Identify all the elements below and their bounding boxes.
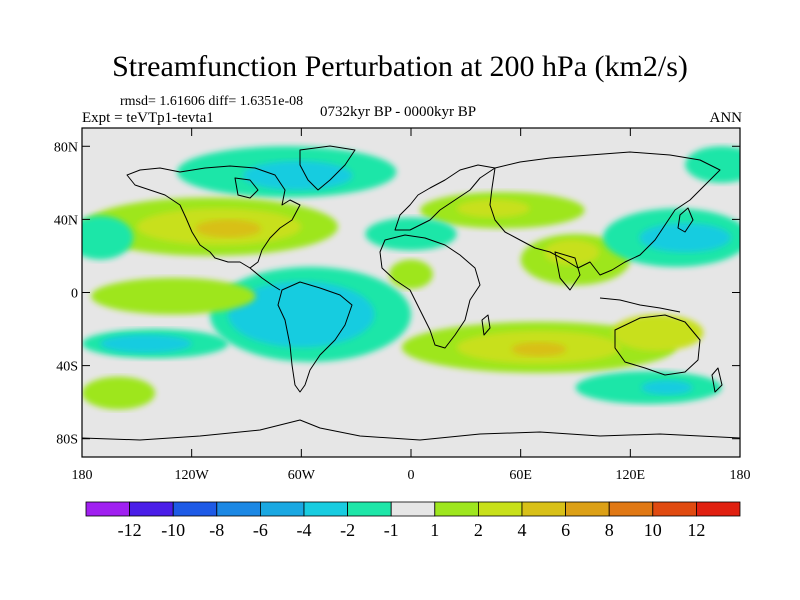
colorbar-box xyxy=(608,501,654,517)
colorbar-box xyxy=(259,501,305,517)
coastlines xyxy=(82,145,740,441)
contour-south-pacific-negative-core xyxy=(100,334,192,353)
contour-north-america-positive-core xyxy=(195,219,262,238)
lat-tick-label: 80S xyxy=(56,433,78,448)
colorbar-box xyxy=(521,501,566,517)
colorbar-box xyxy=(390,501,436,517)
lon-tick-label: 0 xyxy=(408,468,415,483)
colorbar-box xyxy=(652,501,697,517)
colorbar-label: 10 xyxy=(644,520,662,540)
colorbar-label: -4 xyxy=(297,520,312,540)
colorbar-label: -6 xyxy=(253,520,268,540)
chart-title: Streamfunction Perturbation at 200 hPa (… xyxy=(112,50,688,83)
season-label: ANN xyxy=(709,110,743,126)
colorbar-box xyxy=(303,501,348,517)
coastline-new-zealand xyxy=(711,367,723,393)
axis-ticks: 80N 40N 0 40S 80S 180 120W 60W 0 60E 120E 180 xyxy=(54,128,751,483)
colorbar-label: -12 xyxy=(118,520,142,540)
colorbar-box xyxy=(696,501,741,517)
contour-eurasia-positive-core xyxy=(456,199,530,218)
period-label: 0732kyr BP - 0000kyr BP xyxy=(320,104,477,120)
colorbar-label: 6 xyxy=(561,520,570,540)
coastline-japan xyxy=(677,207,694,233)
lon-tick-label: 60W xyxy=(288,468,316,483)
contour-southeast-pacific-positive xyxy=(82,376,156,410)
coastline-central-america xyxy=(249,267,281,291)
lon-tick-label: 60E xyxy=(509,468,532,483)
lon-tick-label: 180 xyxy=(730,468,751,483)
contour-north-pacific-negative xyxy=(82,215,134,260)
coastline-madagascar xyxy=(481,314,491,336)
colorbar-label: -8 xyxy=(209,520,224,540)
contour-south-indian-negative-core xyxy=(641,380,693,395)
lon-tick-label: 120W xyxy=(175,468,210,483)
coastline-india xyxy=(554,251,581,291)
colorbar-label: 2 xyxy=(474,520,483,540)
colorbar-box xyxy=(85,501,130,517)
colorbar-box xyxy=(434,501,479,517)
contour-west-africa-positive xyxy=(389,259,433,289)
coastline-greenland xyxy=(299,145,356,191)
contour-regions xyxy=(82,146,740,410)
colorbar-label: 12 xyxy=(687,520,705,540)
coastline-indonesia xyxy=(599,297,681,313)
lon-tick-label: 120E xyxy=(616,468,646,483)
colorbar-label: 4 xyxy=(518,520,527,540)
colorbar: -12 -10 -8 -6 -4 -2 -1 1 2 4 6 8 10 12 xyxy=(85,501,741,540)
coastline-south-america xyxy=(277,281,353,393)
colorbar-box xyxy=(477,501,523,517)
experiment-label: Expt = teVTp1-tevta1 xyxy=(82,110,214,126)
colorbar-label: -1 xyxy=(384,520,399,540)
lat-tick-label: 40S xyxy=(56,360,78,375)
lon-tick-label: 180 xyxy=(72,468,93,483)
lat-tick-label: 40N xyxy=(54,213,78,228)
contour-east-pacific-positive xyxy=(91,277,256,315)
colorbar-box xyxy=(565,501,610,517)
contour-southern-ocean-positive-core xyxy=(511,341,567,357)
contour-australia-positive xyxy=(612,314,704,351)
coastline-north-america xyxy=(126,165,301,269)
lat-tick-label: 80N xyxy=(54,140,78,155)
colorbar-label: -2 xyxy=(340,520,355,540)
contour-north-atlantic-negative xyxy=(365,217,457,251)
coastline-antarctica xyxy=(82,419,740,441)
coastline-africa xyxy=(379,234,481,349)
colorbar-label: -10 xyxy=(161,520,185,540)
colorbar-label: 8 xyxy=(605,520,614,540)
lat-tick-label: 0 xyxy=(71,287,78,302)
coastline-asia xyxy=(489,151,721,276)
stats-text: rmsd= 1.61606 diff= 1.6351e-08 xyxy=(120,94,304,109)
coastline-hudson-bay xyxy=(234,177,259,199)
contour-arctic-east-negative xyxy=(685,146,740,183)
colorbar-label: 1 xyxy=(430,520,439,540)
colorbar-box xyxy=(216,501,261,517)
coastline-australia xyxy=(614,314,701,376)
contour-west-pacific-negative-core xyxy=(639,223,731,253)
colorbar-box xyxy=(347,501,392,517)
contour-asia-positive-core xyxy=(544,239,600,266)
contour-arctic-canada-negative-core xyxy=(242,160,353,191)
colorbar-box xyxy=(172,501,218,517)
colorbar-box xyxy=(129,501,174,517)
contour-tropical-south-america-negative-core xyxy=(228,281,375,348)
